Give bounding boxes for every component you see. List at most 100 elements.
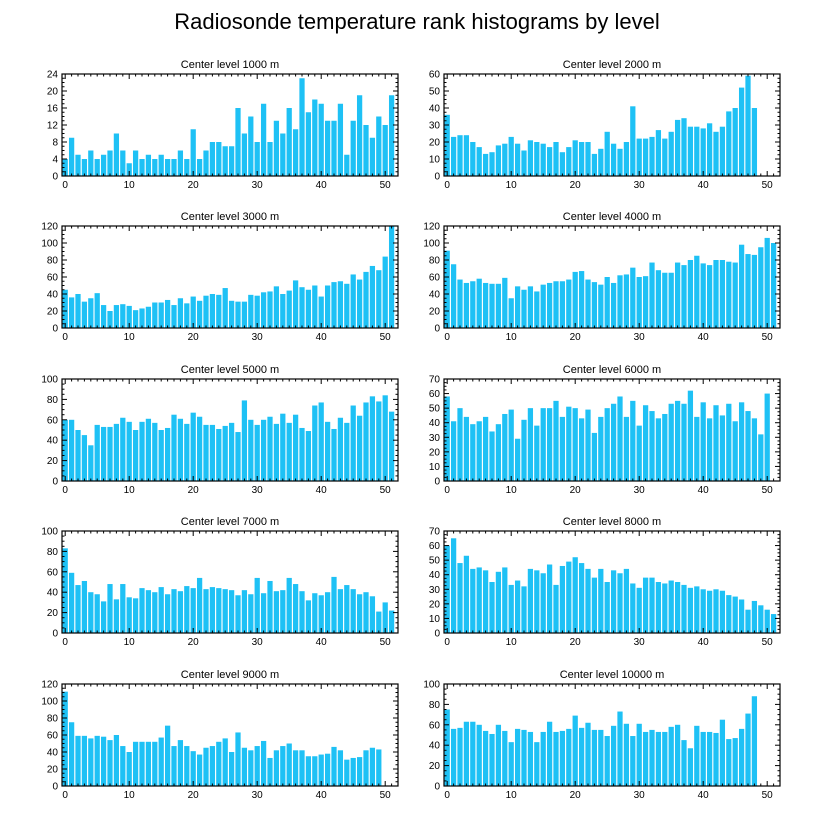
x-tick-label: 40 [698,332,710,343]
bar [489,152,495,176]
bar [694,586,700,633]
x-tick-label: 20 [570,332,582,343]
bar [62,691,68,786]
bar [521,419,527,481]
bar [527,568,534,633]
bar [521,729,527,786]
x-tick-label: 50 [762,790,774,801]
bar [120,746,126,786]
bar [363,271,369,328]
histogram-panel: Center level 6000 m 0 10 20 30 40 50 0 10 20 30 40 5… [429,364,781,496]
bar [75,430,81,481]
bar [184,746,190,786]
bar [280,413,286,481]
bar [758,434,764,481]
bar [470,142,476,176]
y-tick-label: 80 [47,714,59,725]
bar [457,279,463,328]
bar [553,731,559,786]
bar [164,594,171,633]
bar [222,425,228,481]
bar [610,403,617,481]
bar [356,594,363,633]
bar [623,723,630,786]
x-tick-label: 30 [634,180,646,191]
histogram-panel: Center level 1000 m 0 10 20 30 40 50 0 4 8 12 16 20 2… [47,59,399,191]
bar [222,589,228,633]
bar [145,418,152,481]
y-tick-label: 0 [52,172,58,183]
bar [196,577,203,633]
bar [662,138,668,176]
bar [216,588,222,633]
y-tick-label: 24 [47,70,59,81]
y-tick-label: 8 [52,138,58,149]
bar [559,152,566,176]
bar [88,738,94,786]
bar [502,413,508,481]
bar [171,746,177,786]
bar [700,589,706,633]
bar [81,301,88,328]
bar [286,108,292,176]
y-tick-label: 100 [423,680,440,691]
bar [120,584,126,633]
y-tick-label: 60 [429,273,441,284]
bar [546,282,553,328]
bar [75,154,81,176]
x-tick-label: 50 [380,637,392,648]
bar [482,730,489,786]
bar [681,118,687,176]
y-tick-label: 40 [47,290,59,301]
bar [248,750,254,786]
bar [700,402,706,481]
bar [534,425,540,481]
bar [572,715,578,786]
bar [235,301,241,328]
bar [508,136,514,176]
bar [508,409,514,481]
bar [299,591,305,633]
bar [107,311,113,328]
bar [158,154,164,176]
bar [184,423,190,481]
bar [732,108,738,176]
bar [145,590,152,633]
bar [196,754,203,786]
bar [94,735,100,786]
bar [126,305,132,328]
bar [139,308,145,328]
bar [235,732,241,786]
bar [732,421,738,481]
bar [171,305,177,328]
y-tick-label: 30 [429,121,441,132]
bar [62,548,68,633]
histogram-panel: Center level 9000 m 0 10 20 30 40 50 0 20 40 60 80 1… [41,669,399,801]
bar [758,605,764,633]
x-tick-label: 10 [124,485,136,496]
bar [649,262,655,328]
x-tick-label: 40 [698,637,710,648]
bar [203,150,209,176]
bar [312,405,318,481]
bar [495,424,502,481]
bar [482,282,489,328]
bar [318,103,324,176]
x-tick-label: 40 [316,637,328,648]
bar [337,281,344,328]
bar [190,296,196,328]
bar [764,237,770,328]
bar [553,281,559,328]
bar [527,140,534,176]
bar [662,583,668,633]
bar [113,423,120,481]
bar [376,749,382,786]
x-tick-label: 40 [316,790,328,801]
bar [758,247,764,328]
bar [649,577,655,633]
bar [470,568,476,633]
bar [610,570,617,633]
bar [514,580,521,633]
x-tick-label: 10 [124,332,136,343]
